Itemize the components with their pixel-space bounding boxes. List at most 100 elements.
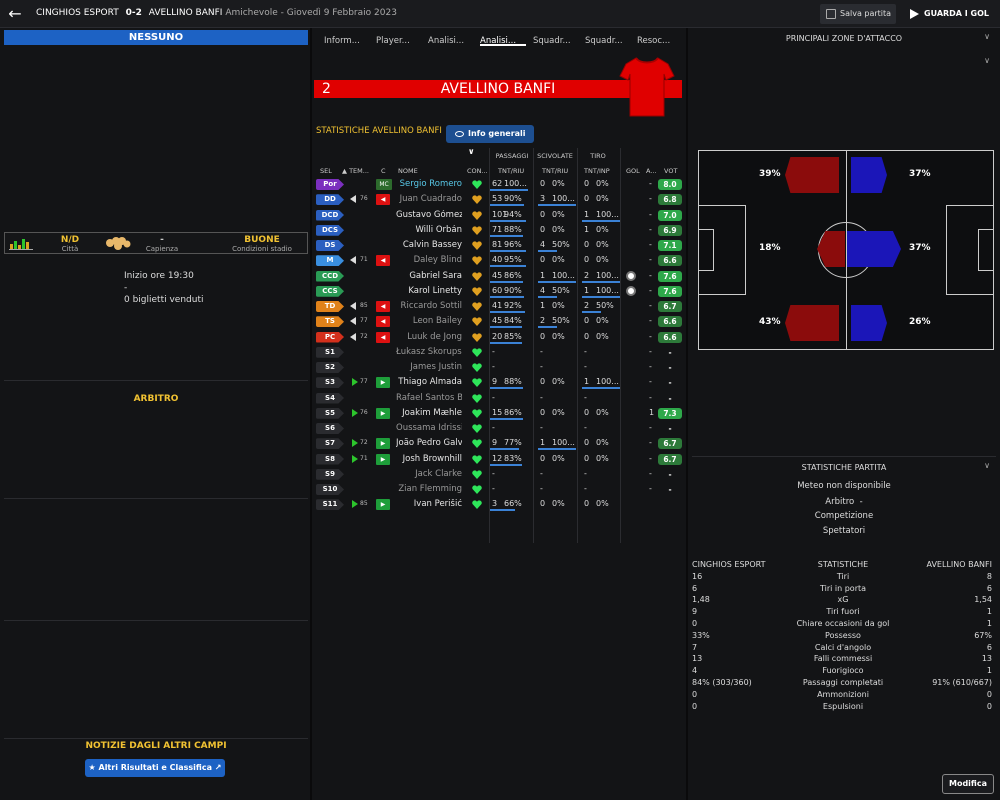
player-name[interactable]: Rafael Santos Borré [396, 392, 462, 403]
player-name[interactable]: Riccardo Sottil [400, 301, 462, 311]
stat-percent: 0% [552, 453, 565, 463]
tab-1[interactable]: Player... [376, 36, 410, 46]
table-row[interactable]: S8 71 ▶ Josh Brownhill 12 83% 0 0% 0 0% -6.7 [312, 452, 686, 467]
tab-2[interactable]: Analisi... [428, 36, 465, 46]
table-row[interactable]: S10 Zian Flemming - - - - - [312, 482, 686, 497]
general-info-dropdown[interactable]: Info generali ∨ [446, 125, 534, 156]
player-name[interactable]: Willi Orbán [415, 224, 462, 235]
table-row[interactable]: S9 Jack Clarke - - - - - [312, 467, 686, 482]
rating-badge: - [668, 347, 672, 357]
table-row[interactable]: S4 Rafael Santos Borré - - - - - [312, 391, 686, 406]
col-name[interactable]: NOME [398, 167, 418, 175]
table-row[interactable]: S1 Łukasz Skorupski - - - - - [312, 345, 686, 360]
save-match-button[interactable]: Salva partita [820, 4, 896, 24]
sub-in-button[interactable]: ▶ [376, 453, 390, 465]
player-name[interactable]: João Pedro Galvão [396, 438, 462, 449]
sub-out-button[interactable]: ◀ [376, 316, 390, 328]
edit-button[interactable]: Modifica [942, 774, 994, 794]
player-name[interactable]: Gustavo Gómez [396, 209, 462, 220]
player-name[interactable]: Joakim Mæhle [402, 407, 462, 418]
table-row[interactable]: TD 85 ◀ Riccardo Sottil 41 92% 1 0% 2 50% -6.7 [312, 299, 686, 314]
collapse-chevron-icon[interactable]: ∨ [984, 56, 990, 65]
tab-5[interactable]: Squadr... [585, 36, 623, 46]
away-team-name[interactable]: AVELLINO BANFI [148, 8, 223, 18]
col-sel[interactable]: SEL [320, 167, 332, 175]
match-date: Giovedì 9 Febbraio 2023 [286, 8, 397, 18]
sub-in-button[interactable]: ▶ [376, 377, 390, 389]
player-name[interactable]: Oussama Idrissi [396, 423, 462, 433]
player-name[interactable]: Luuk de Jong [407, 331, 462, 342]
condition-heart-icon [472, 454, 482, 464]
stat-attempts: 15 [492, 407, 503, 417]
player-name[interactable]: Leon Bailey [412, 316, 462, 327]
stat-away-value: 91% (610/667) [932, 678, 992, 687]
table-row[interactable]: S7 72 ▶ João Pedro Galvão 9 77% 1 100... 0 0% -6.7 [312, 436, 686, 451]
sub-out-button[interactable]: ◀ [376, 301, 390, 312]
tab-6[interactable]: Resoc... [637, 36, 671, 46]
watch-goals-button[interactable]: GUARDA I GOL [906, 4, 996, 24]
col-tackle[interactable]: TNT/RIU [542, 167, 569, 175]
sub-in-arrow-icon [352, 408, 358, 417]
sub-out-button[interactable]: ◀ [376, 255, 390, 267]
col-goal[interactable]: GOL [626, 167, 640, 175]
sub-in-button[interactable]: ▶ [376, 438, 390, 450]
position-badge: S7 [316, 438, 344, 450]
player-name[interactable]: Zian Flemming [398, 484, 462, 494]
collapse-chevron-icon[interactable]: ∨ [984, 461, 990, 470]
back-arrow-icon[interactable]: ← [8, 4, 22, 23]
table-row[interactable]: S6 Oussama Idrissi - - - - - [312, 421, 686, 436]
player-name[interactable]: Gabriel Sara [409, 270, 462, 281]
tab-3[interactable]: Analisi... [480, 36, 530, 46]
sub-out-arrow-icon [350, 317, 356, 326]
col-shot[interactable]: TNT/INP [584, 167, 610, 175]
table-row[interactable]: CCS Karol Linetty 60 90% 4 50% 1 100... -7.6 [312, 284, 686, 299]
collapse-chevron-icon[interactable]: ∨ [984, 32, 990, 41]
table-row[interactable]: S2 James Justin - - - - - [312, 360, 686, 375]
table-row[interactable]: DCD Gustavo Gómez 101 94% 0 0% 1 100... -7.0 [312, 208, 686, 223]
other-matches-title: NOTIZIE DAGLI ALTRI CAMPI [85, 741, 227, 751]
player-name[interactable]: Jack Clarke [415, 468, 462, 479]
player-name[interactable]: Thiago Almada [398, 377, 462, 388]
table-row[interactable]: DCS Willi Orbán 71 88% 0 0% 1 0% -6.9 [312, 223, 686, 238]
tab-0[interactable]: Inform... [324, 36, 360, 46]
table-row[interactable]: S5 76 ▶ Joakim Mæhle 15 86% 0 0% 0 0% 1 7.3 [312, 406, 686, 421]
col-pass[interactable]: TNT/RIU [498, 167, 525, 175]
home-team-name[interactable]: CINGHIOS ESPORT [36, 8, 119, 18]
col-vote[interactable]: VOT [664, 167, 678, 175]
tab-4[interactable]: Squadr... [533, 36, 571, 46]
sub-in-button[interactable]: ▶ [376, 499, 390, 511]
rating-badge: 6.6 [658, 331, 682, 343]
player-name[interactable]: Ivan Perišić [413, 499, 462, 510]
player-name[interactable]: Karol Linetty [408, 285, 462, 296]
table-row[interactable]: S11 85 ▶ Ivan Perišić 3 66% 0 0% 0 0% [312, 497, 686, 512]
sub-in-button[interactable]: ▶ [376, 407, 390, 419]
col-change[interactable]: C [381, 167, 386, 175]
stat-success-bar [490, 219, 526, 222]
player-name[interactable]: Daley Blind [413, 255, 462, 266]
other-results-button[interactable]: ★ Altri Risultati e Classifica ↗ [85, 759, 225, 777]
table-row[interactable]: DS Calvin Bassey 81 96% 4 50% 0 0% -7.1 [312, 238, 686, 253]
col-condition[interactable]: CON... [467, 167, 488, 175]
table-row[interactable]: CCD Gabriel Sara 45 86% 1 100... 2 100... -7.6 [312, 269, 686, 284]
player-name[interactable]: Juan Cuadrado [399, 194, 462, 205]
player-name[interactable]: Łukasz Skorupski [396, 346, 462, 357]
player-name[interactable]: James Justin [410, 362, 462, 372]
player-name[interactable]: Sergio Romero [399, 179, 462, 189]
player-name[interactable]: Calvin Bassey [402, 240, 462, 250]
col-time[interactable]: ▲ TEM... [342, 167, 369, 175]
table-row[interactable]: TS 77 ◀ Leon Bailey 45 84% 2 50% 0 0% -6.6 [312, 314, 686, 329]
play-icon [910, 9, 919, 19]
table-row[interactable]: M 71 ◀ Daley Blind 40 95% 0 0% 0 0% -6.6 [312, 253, 686, 268]
sub-out-button[interactable]: ◀ [376, 331, 390, 343]
substitution-button[interactable]: MC [376, 179, 392, 190]
table-row[interactable]: DD 76 ◀ Juan Cuadrado 53 90% 3 100... 0 0% -6.8 [312, 192, 686, 207]
sub-out-button[interactable]: ◀ [376, 194, 390, 206]
col-assist[interactable]: A... [646, 167, 657, 175]
table-row[interactable]: S3 77 ▶ Thiago Almada 9 88% 0 0% 1 100... - - [312, 375, 686, 390]
player-name[interactable]: Josh Brownhill [402, 453, 462, 464]
sub-out-arrow-icon [350, 332, 356, 341]
stat-success-bar [490, 326, 522, 329]
rating-badge: 6.6 [658, 255, 682, 267]
table-row[interactable]: Por MC Sergio Romero 62 100... 0 0% 0 0% -8.0 [312, 177, 686, 192]
table-row[interactable]: PC 72 ◀ Luuk de Jong 20 85% 0 0% 0 0% -6.6 [312, 330, 686, 345]
